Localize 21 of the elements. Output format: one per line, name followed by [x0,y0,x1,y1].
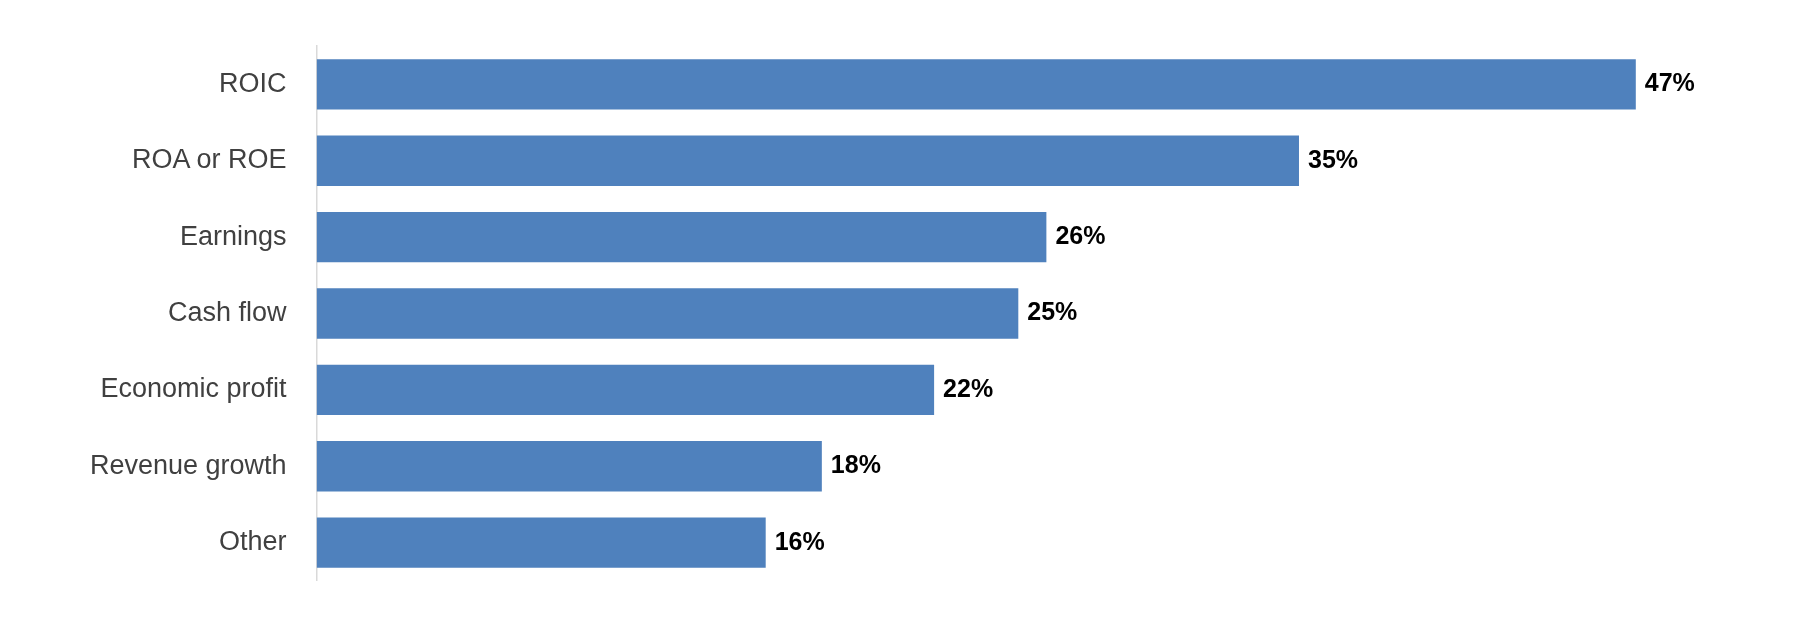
bar [316,59,1636,110]
data-label: 16% [774,526,825,555]
data-label: 25% [1027,297,1078,326]
y-tick-label: Revenue growth [90,449,287,480]
bar [316,364,935,416]
data-label: 22% [943,373,994,402]
bar [316,135,1299,186]
bar [316,441,822,492]
bar [316,211,1047,263]
y-tick-label: ROA or ROE [132,144,287,175]
bar [316,288,1019,339]
y-tick-label: Cash flow [168,296,288,327]
data-label: 18% [830,450,881,479]
y-tick-label: Earnings [180,220,287,251]
data-label: 47% [1644,68,1695,97]
data-label: 35% [1307,144,1359,173]
y-tick-label: ROIC [219,67,287,98]
y-tick-label: Other [219,526,287,557]
y-tick-label: Economic profit [100,373,288,404]
bar [316,517,766,568]
data-label: 26% [1055,221,1106,250]
